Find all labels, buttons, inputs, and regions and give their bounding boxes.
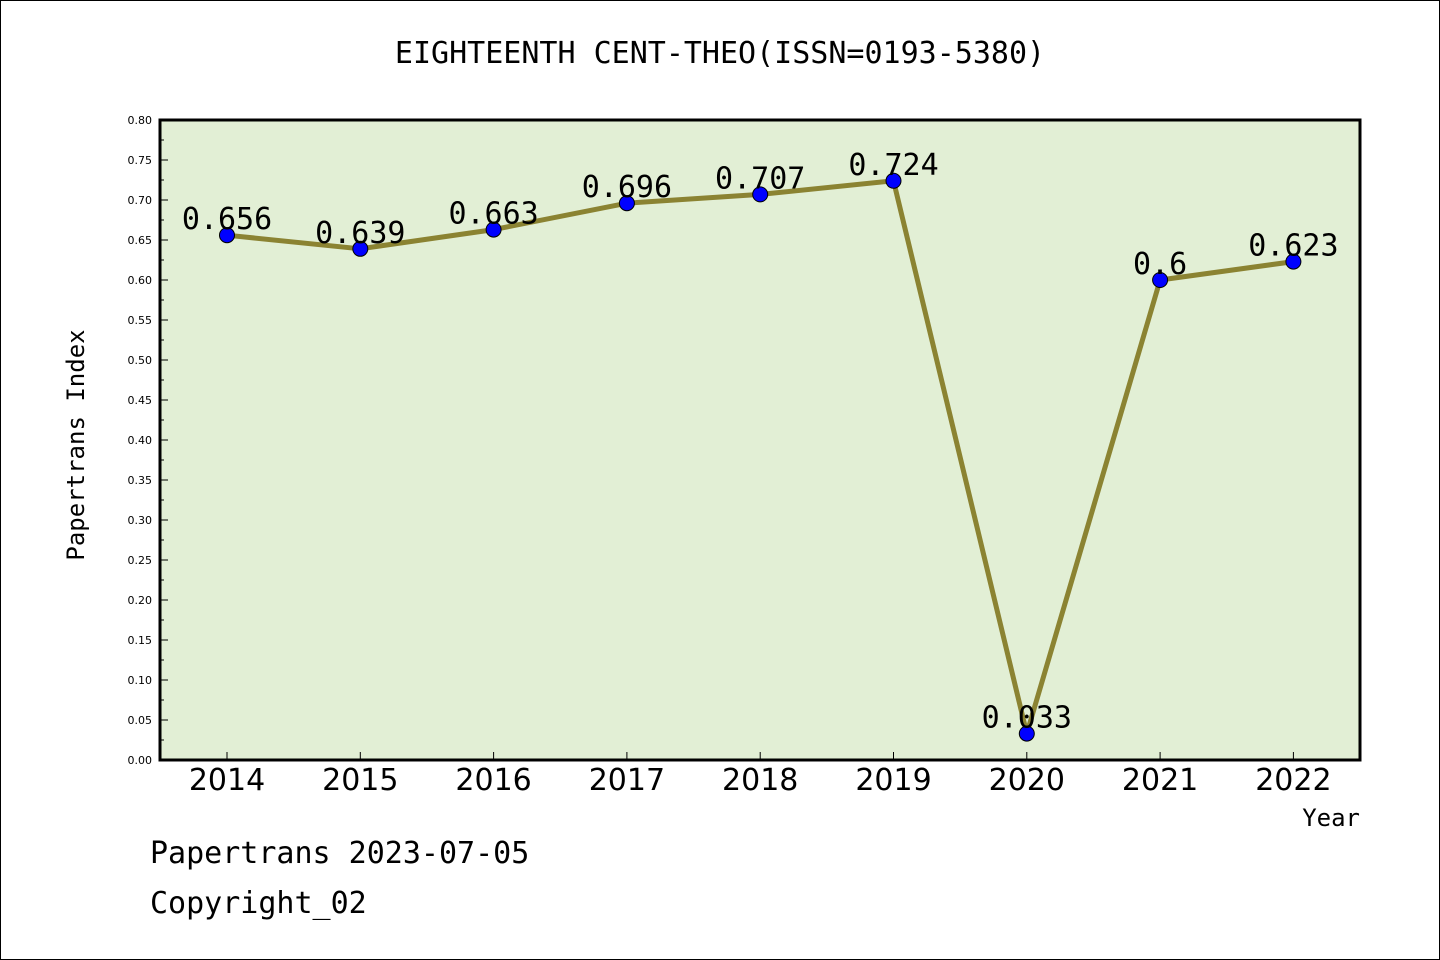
data-label: 0.639: [315, 216, 405, 251]
y-tick-label: 0.70: [128, 194, 153, 207]
data-label: 0.724: [848, 148, 938, 183]
data-label: 0.696: [582, 170, 672, 205]
x-axis-title: Year: [1302, 804, 1360, 832]
data-point: [1018, 725, 1035, 742]
y-tick-label: 0.25: [128, 554, 153, 567]
y-tick-label: 0.60: [128, 274, 153, 287]
y-tick-label: 0.55: [128, 314, 153, 327]
data-point: [219, 227, 235, 244]
x-tick-label: 2017: [589, 763, 665, 798]
data-label: 0.033: [982, 701, 1072, 736]
y-axis: 0.00 0.05 0.10 0.15 0.20 0.25 0.30 0.35 0.40 0.45…: [128, 114, 168, 767]
x-tick-label: 2014: [189, 763, 265, 798]
data-point: [1285, 253, 1302, 270]
data-label: 0.656: [182, 202, 272, 237]
chart-title: EIGHTEENTH CENT-THEO(ISSN=0193-5380): [394, 36, 1046, 71]
footer-date: Papertrans 2023-07-05: [150, 836, 530, 871]
series-line-group: [219, 172, 1302, 742]
y-tick-label: 0.45: [128, 394, 153, 407]
footer-copyright: Copyright_02: [150, 886, 367, 921]
x-tick-label: 2020: [989, 763, 1065, 798]
y-tick-label: 0.80: [128, 114, 153, 127]
y-tick-label: 0.20: [128, 594, 153, 607]
data-label: 0.663: [448, 197, 538, 232]
data-point: [752, 186, 769, 203]
x-tick-label: 2022: [1255, 763, 1331, 798]
y-tick-label: 0.75: [128, 154, 153, 167]
y-tick-label: 0.50: [128, 354, 153, 367]
data-label: 0.6: [1133, 247, 1187, 282]
y-tick-label: 0.35: [128, 474, 153, 487]
x-tick-label: 2019: [855, 763, 931, 798]
y-tick-label: 0.00: [128, 754, 153, 767]
plot-area: [158, 118, 1362, 762]
data-point: [618, 195, 635, 212]
y-tick-label: 0.65: [128, 234, 153, 247]
y-tick-label: 0.40: [128, 434, 153, 447]
data-point: [352, 240, 369, 257]
x-tick-label: 2018: [722, 763, 798, 798]
y-tick-label: 0.15: [128, 634, 153, 647]
x-tick-label: 2021: [1122, 763, 1198, 798]
data-point: [1152, 272, 1169, 288]
data-label: 0.707: [715, 161, 805, 196]
x-tick-label: 2016: [455, 763, 531, 798]
x-axis: 2014 2015 2016 2017 2018 2019 2020 2021 2022: [189, 752, 1332, 798]
data-point: [885, 172, 902, 189]
y-tick-label: 0.30: [128, 514, 153, 527]
y-tick-label: 0.05: [128, 714, 153, 727]
x-tick-label: 2015: [322, 763, 398, 798]
data-label: 0.623: [1248, 229, 1338, 264]
data-labels: 0.656 0.639 0.663 0.696 0.707 0.724 0.033 0.6 0.…: [182, 148, 1339, 736]
data-point: [485, 221, 502, 238]
y-axis-title: Papertrans Index: [62, 329, 90, 560]
y-tick-label: 0.10: [128, 674, 153, 687]
